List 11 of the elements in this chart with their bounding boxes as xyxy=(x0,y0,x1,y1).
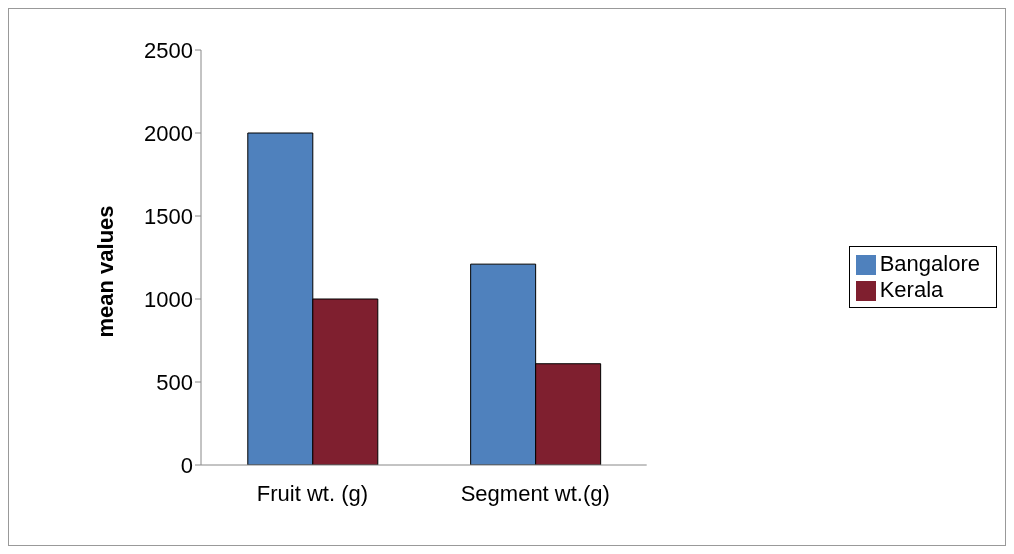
x-tick-label: Segment wt.(g) xyxy=(460,480,610,506)
legend-label: Kerala xyxy=(879,277,944,302)
y-tick-label: 0 xyxy=(180,452,193,478)
y-tick-label: 1500 xyxy=(144,203,193,229)
y-tick-label: 2500 xyxy=(144,37,193,63)
y-axis-title: mean values xyxy=(92,205,118,338)
y-tick-label: 2000 xyxy=(144,120,193,146)
x-tick-label: Fruit wt. (g) xyxy=(256,480,369,506)
legend-label: Bangalore xyxy=(879,251,980,276)
y-tick-label: 1000 xyxy=(144,286,193,312)
y-tick-label: 500 xyxy=(156,369,193,395)
